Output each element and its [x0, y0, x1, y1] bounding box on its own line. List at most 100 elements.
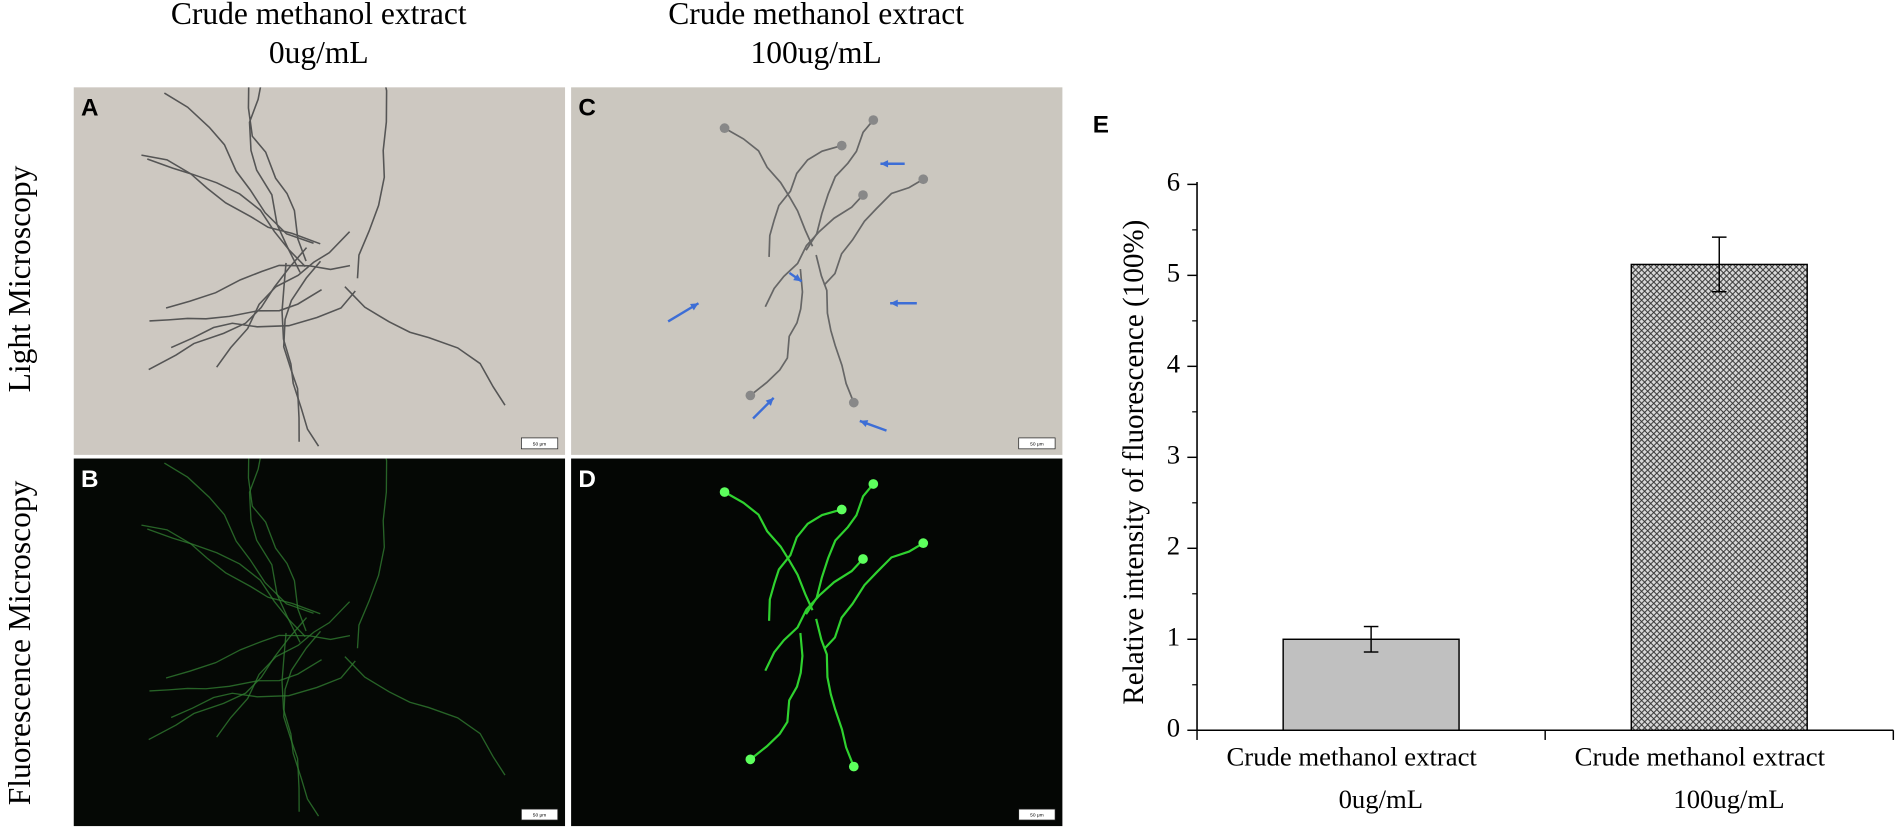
arrow-head — [880, 160, 889, 168]
hypha — [165, 264, 351, 309]
swollen-tip — [745, 754, 756, 765]
arrow-head — [859, 420, 869, 428]
hypha — [356, 87, 388, 279]
scale-bar-box — [1018, 808, 1056, 821]
hypha — [805, 119, 874, 251]
scale-bar-label: 50 μm — [533, 441, 547, 447]
micrograph-background — [73, 87, 566, 455]
hypha — [805, 483, 875, 615]
hypha — [147, 528, 306, 638]
hypha — [163, 92, 314, 244]
y-tick-label: 0 — [1167, 712, 1180, 742]
hypha — [170, 290, 356, 349]
x-tick-label: 100ug/mL — [1673, 784, 1784, 814]
bar — [1630, 263, 1808, 731]
scale-bar-box — [521, 437, 559, 450]
error-bar — [1363, 625, 1379, 653]
hypha — [283, 630, 321, 812]
y-tick-label: 3 — [1167, 439, 1180, 469]
row-label: Light Microscopy — [2, 165, 37, 392]
scale-bar-label: 50 μm — [1030, 812, 1044, 818]
micrograph-background — [571, 458, 1063, 827]
panel-label: D — [578, 466, 596, 493]
hypha — [247, 87, 307, 262]
hypha — [344, 286, 506, 406]
hypha — [767, 508, 843, 621]
y-tick-label: 2 — [1167, 530, 1180, 560]
scale-bar-box — [1018, 437, 1056, 450]
y-tick-label: 4 — [1167, 348, 1180, 378]
swollen-tip — [719, 123, 730, 133]
swollen-tip — [836, 140, 847, 151]
micrograph: A 50 μm — [73, 87, 566, 455]
hypha — [749, 632, 804, 761]
hypha — [281, 632, 320, 817]
swollen-tip — [868, 115, 879, 125]
hypha — [165, 634, 351, 679]
micrograph: B 50 μm — [73, 458, 566, 827]
column-subtitle: 0ug/mL — [269, 35, 369, 70]
x-tick-label: Crude methanol extract — [1575, 741, 1826, 771]
hypha — [764, 558, 864, 672]
hypha — [344, 656, 506, 776]
y-tick-label: 5 — [1167, 257, 1180, 287]
hypha — [823, 542, 924, 650]
hypha — [281, 262, 320, 447]
hypha — [724, 491, 814, 611]
hypha — [164, 462, 314, 614]
column-subtitle: 100ug/mL — [750, 35, 881, 70]
hypha — [768, 144, 842, 257]
scale-bar-box — [521, 808, 559, 821]
x-tick-label: Crude methanol extract — [1227, 741, 1478, 771]
row-label: Fluorescence Microscopy — [2, 480, 37, 805]
panel-label: C — [578, 95, 596, 122]
swollen-tip — [719, 487, 730, 497]
hypha — [247, 458, 307, 632]
hypha — [815, 254, 855, 403]
x-tick-label: 0ug/mL — [1339, 784, 1423, 814]
error-bar — [1711, 236, 1727, 293]
y-tick-label: 6 — [1167, 167, 1180, 197]
hypha — [149, 659, 322, 692]
hypha — [248, 458, 301, 643]
arrow-head — [690, 303, 699, 311]
hypha — [356, 458, 388, 649]
micrograph: C 50 μm — [571, 87, 1063, 455]
hypha — [815, 618, 855, 767]
hypha — [724, 127, 814, 247]
hypha — [749, 268, 804, 397]
hypha — [147, 158, 306, 268]
hypha — [823, 178, 924, 286]
hypha — [282, 260, 322, 442]
arrow-head — [765, 397, 774, 406]
panel-label: E — [1093, 112, 1109, 139]
micrograph-background — [571, 87, 1063, 455]
swollen-tip — [918, 174, 929, 185]
hyphae — [719, 479, 929, 772]
column-title: Crude methanol extract — [668, 0, 964, 31]
y-axis-title: Relative intensity of fluorescence (100%… — [1118, 220, 1150, 705]
swollen-tip — [858, 190, 868, 200]
scale-bar-label: 50 μm — [533, 812, 547, 818]
hypha — [216, 231, 351, 368]
swollen-tip — [836, 504, 847, 515]
hypha — [764, 194, 864, 308]
swollen-tip — [868, 479, 879, 489]
swollen-tip — [858, 554, 868, 564]
hypha — [148, 247, 308, 371]
arrow-head — [793, 274, 802, 282]
swollen-tip — [848, 761, 859, 772]
hypha — [170, 660, 356, 719]
column-title: Crude methanol extract — [171, 0, 467, 31]
bar — [1282, 638, 1460, 731]
micrograph-background — [73, 458, 566, 827]
hypha — [216, 601, 351, 738]
hypha — [248, 87, 301, 273]
scale-bar-label: 50 μm — [1030, 441, 1044, 447]
y-tick-label: 1 — [1167, 621, 1180, 651]
swollen-tip — [848, 397, 859, 408]
hyphae — [141, 458, 506, 817]
hypha — [149, 289, 322, 322]
arrow-head — [890, 299, 898, 307]
